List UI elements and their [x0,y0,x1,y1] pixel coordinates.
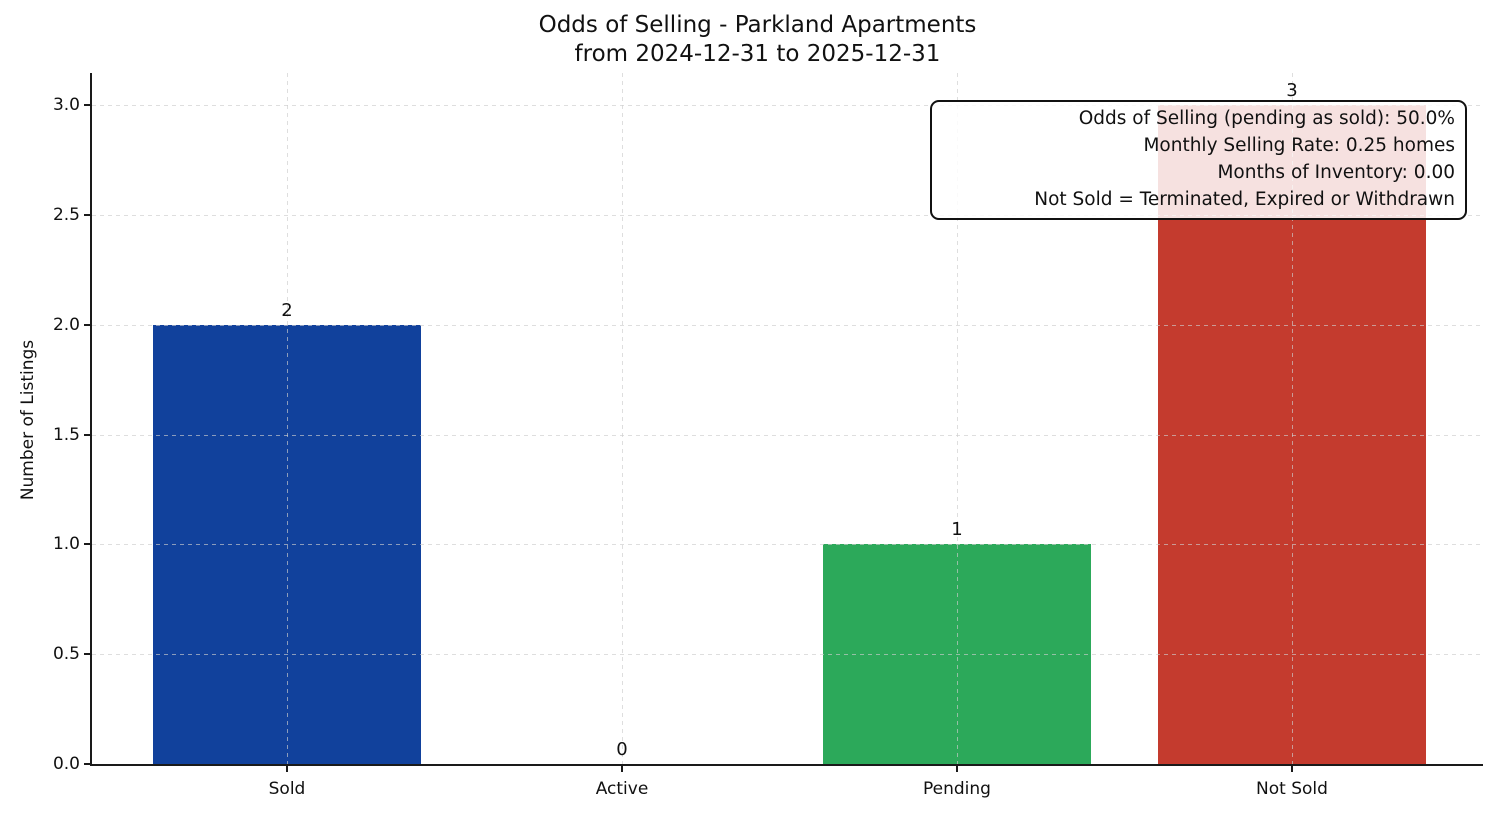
y-tick-mark [84,323,92,326]
x-axis-spine [90,764,1483,766]
x-tick-mark [621,764,623,772]
y-tick-label: 3.0 [52,95,80,115]
x-tick-label: Not Sold [1256,779,1328,799]
y-axis-spine [90,73,92,766]
v-gridline [957,73,958,764]
y-tick-mark [84,543,92,546]
h-gridline [92,544,1483,546]
chart-title: Odds of Selling - Parkland Apartments fr… [92,11,1423,69]
y-tick-mark [84,213,92,216]
y-tick-label: 0.0 [52,754,80,774]
bar-value-label: 2 [281,299,293,321]
y-tick-mark [84,763,92,765]
chart-title-line2: from 2024-12-31 to 2025-12-31 [574,41,941,67]
x-tick-mark [286,764,288,772]
x-tick-mark [1291,764,1293,772]
annotation-odds-of-selling: Odds of Selling (pending as sold): 50.0% [1078,108,1455,129]
annotation-months-of-inventory: Months of Inventory: 0.00 [1217,162,1455,183]
annotation-monthly-selling-rate: Monthly Selling Rate: 0.25 homes [1143,135,1455,156]
bar-value-label: 3 [1286,80,1298,101]
x-tick-mark [956,764,958,772]
y-tick-mark [84,653,92,656]
y-tick-label: 0.5 [52,644,80,665]
chart-title-line1: Odds of Selling - Parkland Apartments [538,12,977,38]
y-tick-label: 2.5 [52,204,80,225]
y-tick-label: 1.5 [52,424,80,445]
y-tick-label: 1.0 [52,534,80,555]
x-tick-label: Pending [923,779,991,799]
h-gridline [92,654,1483,656]
y-tick-label: 2.0 [52,314,80,335]
h-gridline [92,324,1483,326]
h-gridline [92,105,1483,106]
x-tick-label: Sold [268,779,306,799]
stats-annotation-box: Odds of Selling (pending as sold): 50.0%… [930,100,1467,220]
h-gridline [92,434,1483,436]
h-gridline [92,214,1483,216]
v-gridline [622,73,623,764]
v-gridline [287,73,288,764]
y-tick-mark [84,104,92,106]
bar-value-label: 0 [616,739,628,760]
v-gridline [1292,73,1293,764]
annotation-not-sold-definition: Not Sold = Terminated, Expired or Withdr… [1034,189,1455,210]
x-tick-label: Active [595,779,649,799]
bar-value-label: 1 [951,519,963,541]
y-tick-mark [84,433,92,436]
